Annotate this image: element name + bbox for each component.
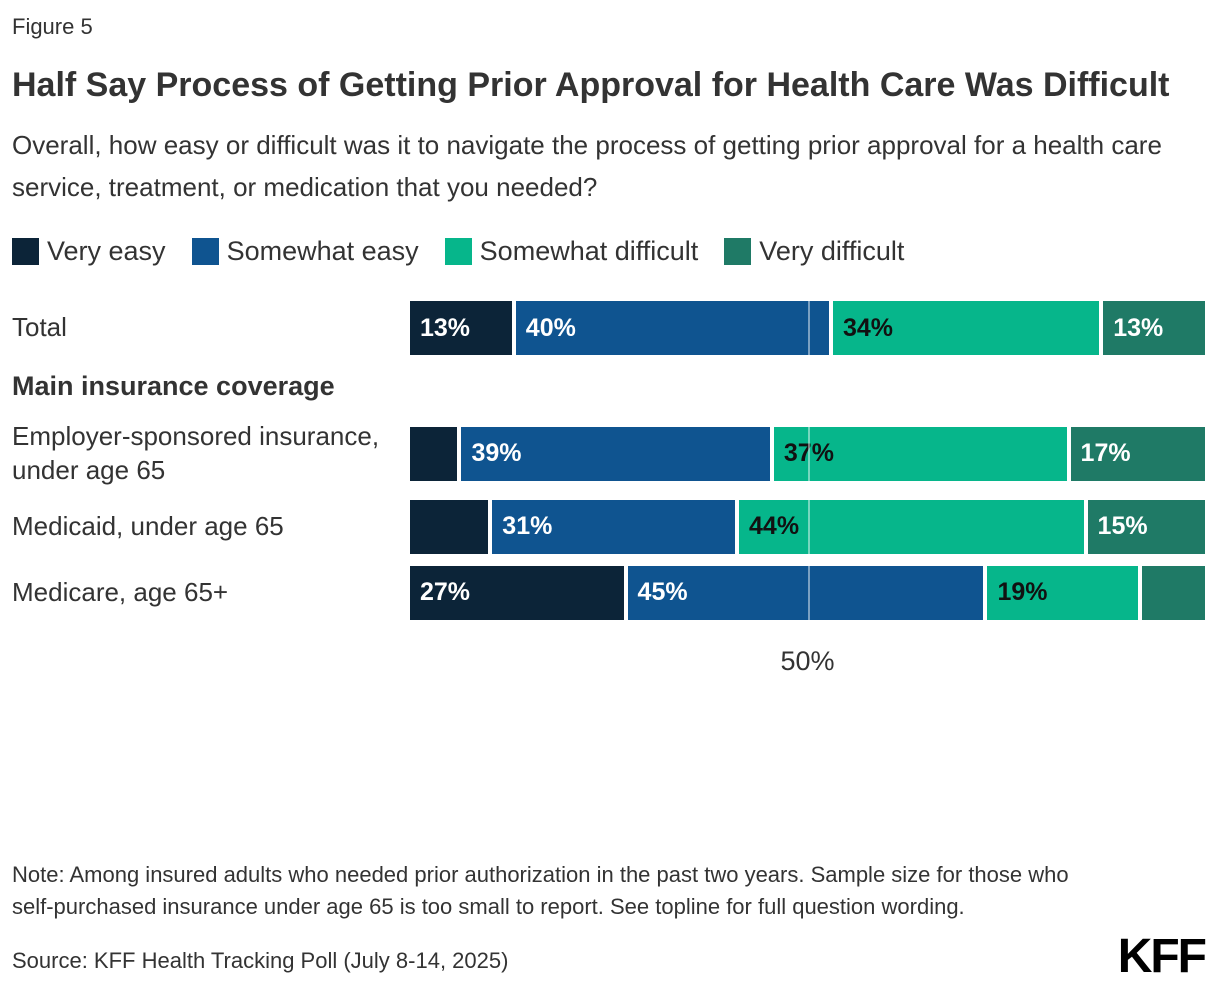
legend-label: Somewhat easy	[226, 236, 419, 267]
legend-item: Somewhat easy	[191, 236, 419, 267]
stacked-bar: 27% 45% 19%	[410, 565, 1205, 620]
segment-value-label: 13%	[420, 313, 471, 342]
legend-label: Very difficult	[759, 236, 905, 267]
legend-swatch-icon	[724, 238, 752, 266]
chart-subtitle: Overall, how easy or difficult was it to…	[12, 130, 1162, 202]
segment-value-label: 39%	[471, 439, 522, 468]
chart-row: Medicaid, under age 65 31% 44% 15%	[12, 499, 1205, 554]
bar-segment: 31%	[492, 499, 736, 554]
footer: Source: KFF Health Tracking Poll (July 8…	[12, 930, 1207, 984]
bar-segment: 27%	[410, 565, 624, 620]
group-header: Main insurance coverage	[12, 371, 335, 402]
stacked-bar: 39% 37% 17%	[410, 426, 1205, 481]
legend-item: Very easy	[12, 236, 166, 267]
bar-segment	[1141, 565, 1205, 620]
bar-segment: 45%	[627, 565, 984, 620]
bar-segment: 13%	[410, 301, 512, 356]
legend-swatch-icon	[191, 238, 219, 266]
bar-segment: 39%	[461, 426, 770, 481]
legend-label: Somewhat difficult	[479, 236, 699, 267]
segment-value-label: 34%	[843, 313, 894, 342]
legend-item: Very difficult	[724, 236, 904, 267]
bar-segment: 34%	[833, 301, 1100, 356]
bar-segment: 13%	[1103, 301, 1206, 356]
bar-segment: 17%	[1070, 426, 1205, 481]
segment-value-label: 31%	[502, 512, 553, 541]
legend-swatch-icon	[12, 238, 39, 266]
stacked-bar-chart: Total 13% 40% 34% 13% Main insurance coverage…	[12, 301, 1206, 632]
x-axis: 50%	[12, 646, 1205, 682]
segment-value-label: 45%	[637, 578, 688, 607]
note-text: Note: Among insured adults who needed pr…	[12, 862, 1069, 920]
chart-row: Total 13% 40% 34% 13%	[12, 301, 1206, 356]
segment-value-label: 27%	[420, 578, 471, 607]
legend-item: Somewhat difficult	[444, 236, 699, 267]
bar-segment: 19%	[987, 565, 1138, 620]
bar-segment	[410, 426, 458, 481]
segment-value-label: 15%	[1097, 512, 1148, 541]
segment-value-label: 44%	[749, 512, 800, 541]
legend-swatch-icon	[444, 238, 472, 266]
x-axis-tick-label: 50%	[780, 645, 835, 676]
bar-segment: 44%	[739, 499, 1084, 554]
row-label: Employer-sponsored insurance, under age …	[12, 421, 380, 485]
source-text: Source: KFF Health Tracking Poll (July 8…	[12, 948, 509, 973]
chart-title: Half Say Process of Getting Prior Approv…	[12, 66, 1170, 104]
bar-segment: 15%	[1087, 499, 1205, 554]
figure-label: Figure 5	[12, 14, 93, 39]
bar-segment	[410, 499, 489, 554]
chart-row: Medicare, age 65+ 27% 45% 19%	[12, 565, 1205, 620]
x-axis-area: 50%	[410, 646, 1205, 682]
segment-value-label: 13%	[1113, 313, 1164, 342]
segment-value-label: 19%	[997, 578, 1048, 607]
kff-logo: KFF	[1117, 930, 1207, 984]
segment-value-label: 17%	[1080, 439, 1131, 468]
stacked-bar: 13% 40% 34% 13%	[410, 301, 1206, 356]
legend: Very easy Somewhat easy Somewhat difficult…	[12, 236, 1205, 267]
segment-value-label: 40%	[525, 313, 576, 342]
stacked-bar: 31% 44% 15%	[410, 499, 1205, 554]
legend-label: Very easy	[47, 236, 166, 267]
row-label: Medicare, age 65+	[12, 576, 229, 607]
segment-value-label: 37%	[783, 439, 834, 468]
bar-segment: 37%	[773, 426, 1067, 481]
x-axis-spacer	[12, 646, 410, 682]
row-label: Medicaid, under age 65	[12, 510, 284, 541]
row-label: Total	[12, 312, 67, 343]
chart-row: Employer-sponsored insurance, under age …	[12, 420, 1205, 488]
bar-segment: 40%	[515, 301, 829, 356]
